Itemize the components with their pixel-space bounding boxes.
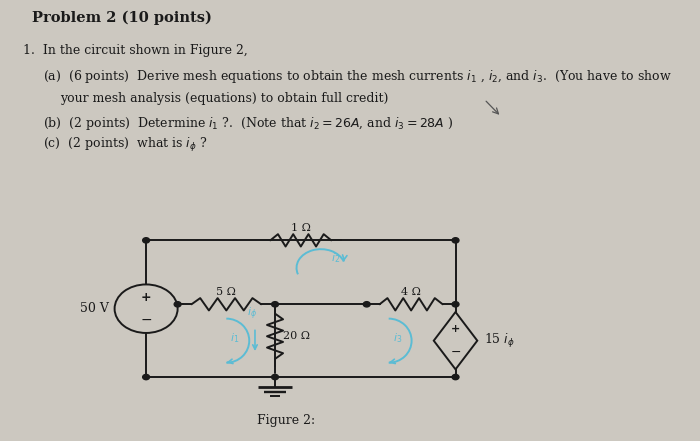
Text: 20 Ω: 20 Ω bbox=[284, 331, 310, 341]
Text: +: + bbox=[141, 291, 151, 303]
Text: (a)  (6 points)  Derive mesh equations to obtain the mesh currents $i_1$ , $i_2$: (a) (6 points) Derive mesh equations to … bbox=[43, 68, 672, 86]
Text: (c)  (2 points)  what is $i_\phi$ ?: (c) (2 points) what is $i_\phi$ ? bbox=[43, 136, 208, 154]
Text: 15 $i_\phi$: 15 $i_\phi$ bbox=[484, 332, 515, 350]
Text: +: + bbox=[451, 324, 460, 334]
Text: 1.  In the circuit shown in Figure 2,: 1. In the circuit shown in Figure 2, bbox=[23, 44, 248, 57]
Text: 50 V: 50 V bbox=[80, 302, 109, 315]
Text: 5 Ω: 5 Ω bbox=[216, 287, 237, 297]
Text: $i_\phi$: $i_\phi$ bbox=[247, 306, 257, 322]
Text: $i_2$: $i_2$ bbox=[330, 251, 340, 265]
Circle shape bbox=[452, 302, 459, 307]
Circle shape bbox=[143, 374, 150, 380]
Text: $i_1$: $i_1$ bbox=[230, 332, 239, 345]
Circle shape bbox=[272, 302, 279, 307]
Text: $i_3$: $i_3$ bbox=[393, 332, 402, 345]
Text: (b)  (2 points)  Determine $i_1$ ?.  (Note that $i_2 = 26A$, and $i_3 = 28A$ ): (b) (2 points) Determine $i_1$ ?. (Note … bbox=[43, 115, 454, 132]
Circle shape bbox=[452, 374, 459, 380]
Text: 1 Ω: 1 Ω bbox=[291, 223, 311, 233]
Text: −: − bbox=[450, 346, 461, 359]
Circle shape bbox=[272, 374, 279, 380]
Text: Figure 2:: Figure 2: bbox=[258, 414, 316, 427]
Text: 4 Ω: 4 Ω bbox=[401, 287, 421, 297]
Text: Problem 2 (10 points): Problem 2 (10 points) bbox=[32, 11, 211, 26]
Text: −: − bbox=[140, 314, 152, 327]
Circle shape bbox=[363, 302, 370, 307]
Text: your mesh analysis (equations) to obtain full credit): your mesh analysis (equations) to obtain… bbox=[60, 92, 389, 105]
Circle shape bbox=[143, 238, 150, 243]
Circle shape bbox=[174, 302, 181, 307]
Circle shape bbox=[452, 238, 459, 243]
